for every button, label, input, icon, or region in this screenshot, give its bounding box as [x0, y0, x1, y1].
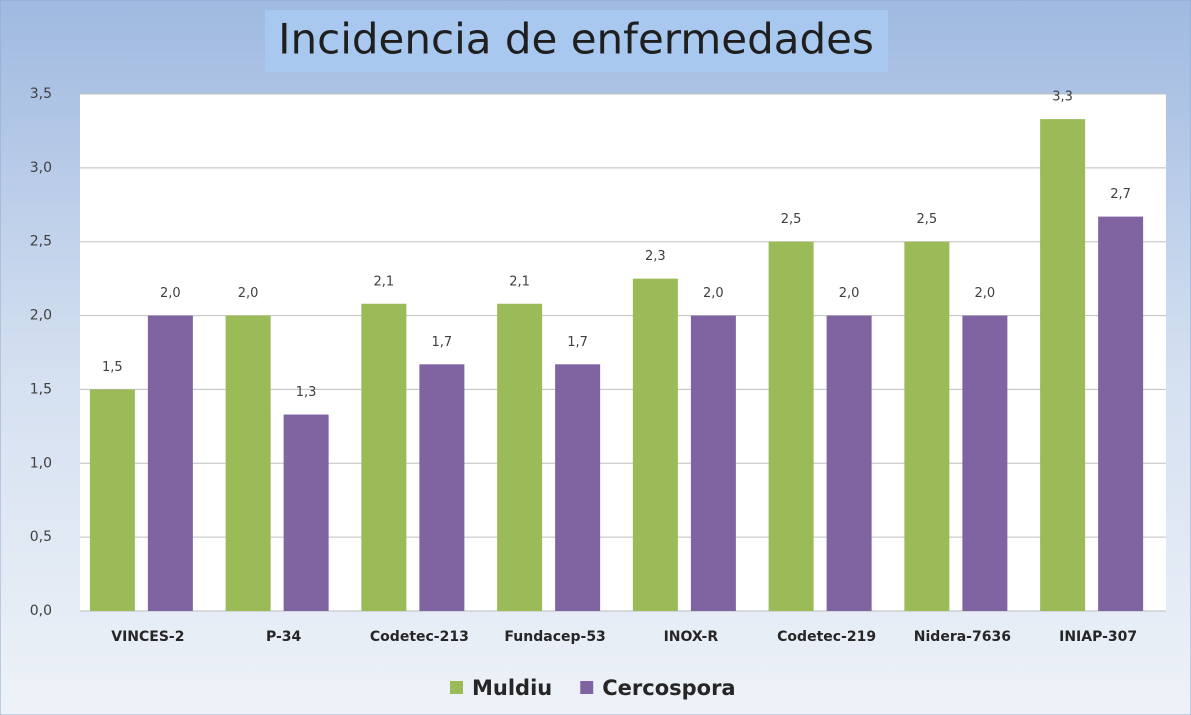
bar	[147, 315, 193, 611]
y-tick-label: 2,0	[30, 308, 52, 324]
x-tick-label: VINCES-2	[111, 629, 184, 645]
y-tick-label: 0,0	[30, 603, 52, 619]
bar	[497, 303, 543, 611]
x-tick-label: INOX-R	[664, 629, 719, 645]
bar	[904, 241, 950, 611]
value-label: 2,7	[1110, 187, 1131, 202]
legend-label: Muldiu	[472, 676, 552, 700]
y-tick-label: 1,0	[30, 455, 52, 471]
value-label: 3,3	[1052, 90, 1073, 105]
value-label: 2,0	[238, 286, 259, 301]
bar	[555, 364, 601, 611]
bar	[1040, 119, 1086, 612]
value-label: 2,0	[160, 286, 181, 301]
x-tick-label: Nidera-7636	[914, 629, 1011, 645]
x-tick-label: P-34	[266, 629, 302, 645]
value-label: 1,7	[567, 335, 588, 350]
y-tick-label: 0,5	[30, 529, 52, 545]
value-label: 1,7	[432, 335, 453, 350]
value-label: 2,0	[703, 286, 724, 301]
value-label: 1,3	[296, 385, 317, 400]
bar	[962, 315, 1008, 611]
value-label: 2,5	[781, 212, 802, 227]
title-box	[265, 10, 888, 72]
bar	[826, 315, 872, 611]
legend-swatch	[450, 681, 463, 694]
x-tick-label: Fundacep-53	[504, 629, 605, 645]
value-label: 2,5	[917, 212, 938, 227]
y-tick-label: 3,0	[30, 160, 52, 176]
y-tick-label: 2,5	[30, 234, 52, 250]
x-tick-label: Codetec-219	[777, 629, 876, 645]
y-tick-label: 3,5	[30, 86, 52, 102]
value-label: 2,0	[975, 286, 996, 301]
value-label: 2,3	[645, 249, 666, 264]
bar	[89, 389, 135, 611]
chart-title: Incidencia de enfermedades	[278, 15, 874, 64]
bar	[419, 364, 465, 611]
x-tick-label: INIAP-307	[1059, 629, 1137, 645]
value-label: 2,0	[839, 286, 860, 301]
x-tick-label: Codetec-213	[370, 629, 469, 645]
bar	[632, 278, 678, 611]
value-label: 1,5	[102, 360, 123, 375]
bar	[768, 241, 814, 611]
bar	[283, 414, 329, 611]
legend-label: Cercospora	[602, 676, 735, 700]
bar	[225, 315, 271, 611]
y-tick-label: 1,5	[30, 381, 52, 397]
bar	[1098, 216, 1144, 612]
value-label: 2,1	[509, 274, 530, 289]
bar	[361, 303, 407, 611]
bar	[690, 315, 736, 611]
value-label: 2,1	[374, 274, 395, 289]
legend-swatch	[580, 681, 594, 694]
